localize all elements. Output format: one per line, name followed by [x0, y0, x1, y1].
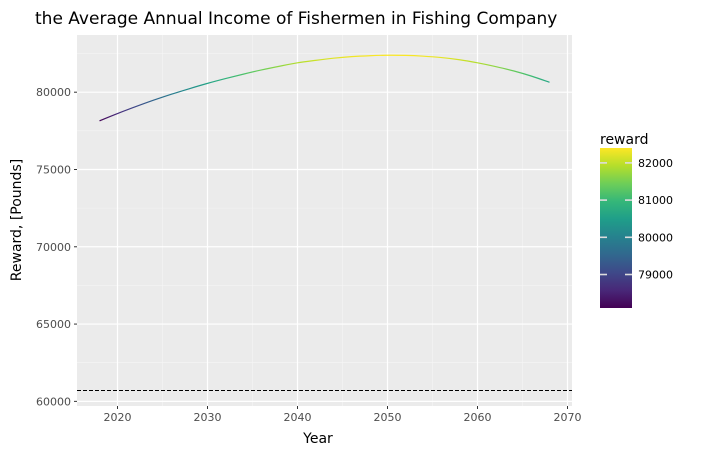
- y-tick-label: 70000: [36, 241, 71, 254]
- colorbar: [600, 148, 632, 308]
- y-tick-label: 80000: [36, 86, 71, 99]
- x-axis-ticks: 2020 2030 2040 2050 2060 2070: [104, 406, 582, 424]
- grid-major: [77, 35, 572, 406]
- y-tick-label: 60000: [36, 395, 71, 408]
- colorbar-title: reward: [600, 132, 649, 148]
- colorbar-legend: reward 79000 80000 81000 82000: [600, 132, 673, 308]
- x-axis-title: Year: [302, 431, 333, 447]
- x-tick-label: 2030: [194, 411, 222, 424]
- plot-panel: [77, 35, 572, 406]
- y-tick-label: 75000: [36, 163, 71, 176]
- x-tick-label: 2070: [554, 411, 582, 424]
- colorbar-tick-label: 82000: [638, 157, 673, 170]
- y-tick-label: 65000: [36, 318, 71, 331]
- x-tick-label: 2060: [464, 411, 492, 424]
- colorbar-tick-label: 80000: [638, 231, 673, 244]
- chart-title: the Average Annual Income of Fishermen i…: [35, 9, 557, 29]
- x-tick-label: 2020: [104, 411, 132, 424]
- colorbar-ticks: 79000 80000 81000 82000: [600, 157, 673, 282]
- x-tick-label: 2050: [374, 411, 402, 424]
- x-tick-label: 2040: [284, 411, 312, 424]
- y-axis-title: Reward, [Pounds]: [9, 159, 25, 281]
- colorbar-tick-label: 81000: [638, 194, 673, 207]
- colorbar-tick-label: 79000: [638, 269, 673, 282]
- y-axis-ticks: 60000 65000 70000 75000 80000: [36, 86, 77, 408]
- grid-minor: [77, 35, 572, 406]
- series-line: [99, 54, 550, 122]
